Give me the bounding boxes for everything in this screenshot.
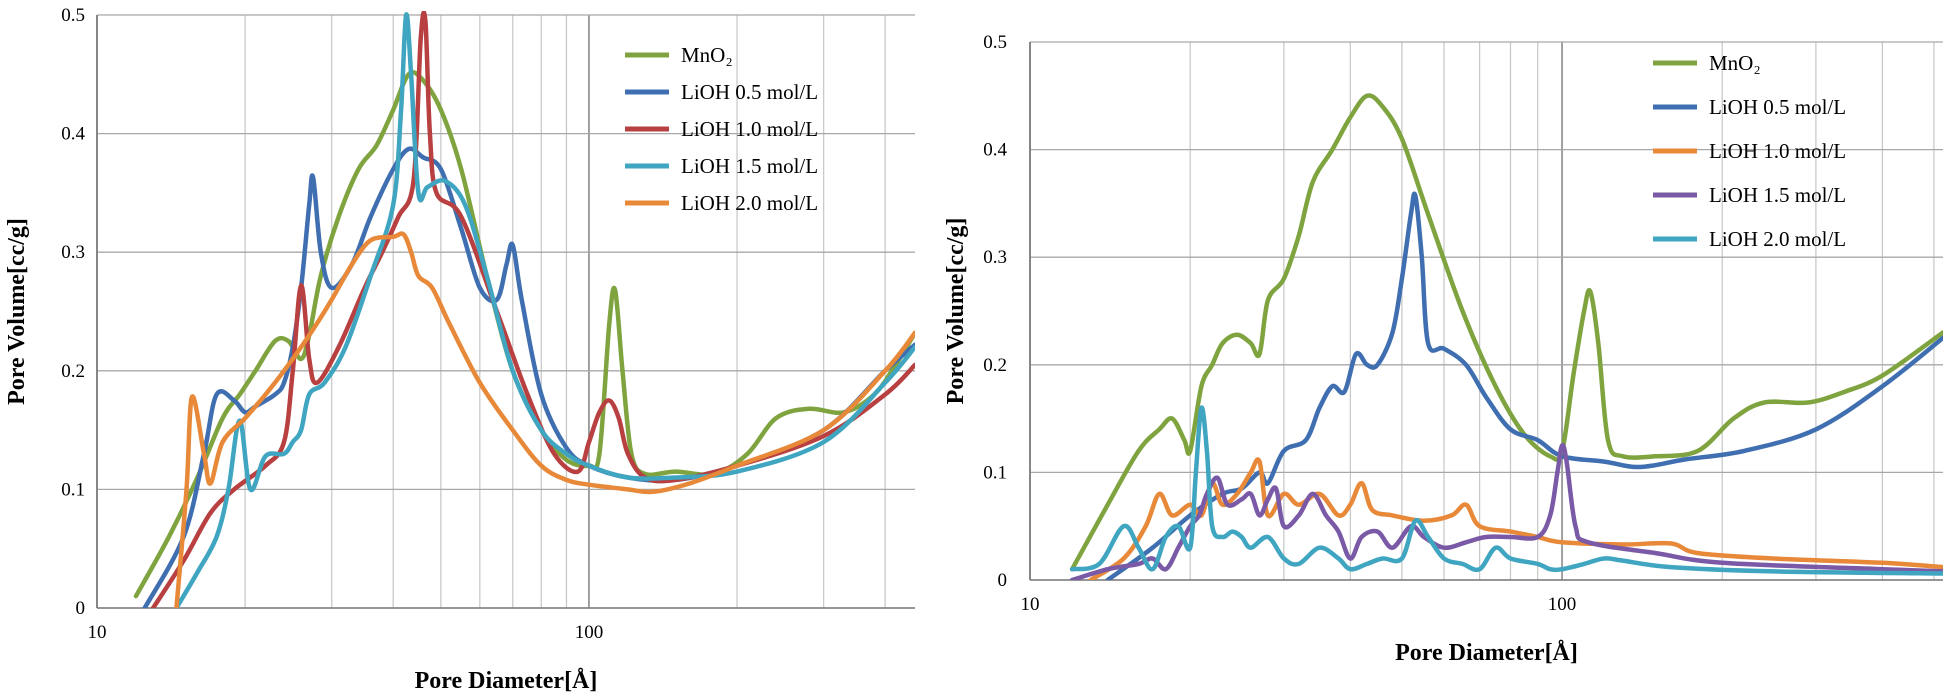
right-legend-label: LiOH 1.5 mol/L (1709, 183, 1846, 207)
right-series-line-3 (1088, 457, 1943, 580)
left-y-tick-label: 0 (76, 598, 86, 619)
right-legend-label: LiOH 2.0 mol/L (1709, 227, 1846, 251)
left-legend-label: LiOH 0.5 mol/L (681, 80, 818, 104)
right-legend-label: LiOH 1.0 mol/L (1709, 139, 1846, 163)
left-series-group (133, 11, 915, 608)
left-series-line-3 (150, 11, 915, 608)
left-legend: MnO₂ LiOH 0.5 mol/L LiOH 1.0 mol/L LiOH 1.5… (625, 43, 818, 215)
right-x-tick-label: 10 (1021, 594, 1040, 615)
left-legend-label: LiOH 1.5 mol/L (681, 154, 818, 178)
left-x-tick-label: 100 (575, 622, 604, 643)
left-legend-label: LiOH 2.0 mol/L (681, 191, 818, 215)
right-y-tick-label: 0.2 (983, 355, 1007, 376)
right-y-axis-title: Pore Volume[cc/g] (943, 218, 969, 405)
left-y-tick-label: 0.1 (61, 479, 85, 500)
left-series-line-2 (142, 146, 915, 608)
left-y-tick-label: 0.5 (61, 5, 85, 26)
left-y-axis-title: Pore Volume[cc/g] (4, 218, 30, 405)
right-chart: 0 0.1 0.2 0.3 0.4 0.5 10 100 Pore Diameter[Å] Por… (943, 32, 1943, 666)
left-legend-label: LiOH 1.0 mol/L (681, 117, 818, 141)
right-legend-label: LiOH 0.5 mol/L (1709, 95, 1846, 119)
right-x-tick-label: 100 (1548, 594, 1577, 615)
right-x-axis-title: Pore Diameter[Å] (1395, 640, 1578, 666)
left-chart: 0 0.1 0.2 0.3 0.4 0.5 10 100 Pore Diameter[Å] Por… (4, 5, 915, 694)
left-y-tick-label: 0.4 (61, 124, 85, 145)
left-legend-label: MnO₂ (681, 43, 733, 67)
right-y-tick-label: 0.1 (983, 462, 1007, 483)
left-x-tick-label: 10 (88, 622, 107, 643)
left-y-tick-label: 0.2 (61, 361, 85, 382)
left-x-axis-title: Pore Diameter[Å] (415, 668, 598, 694)
right-y-tick-label: 0.5 (983, 32, 1007, 53)
right-legend: MnO₂ LiOH 0.5 mol/L LiOH 1.0 mol/L LiOH 1.5… (1653, 51, 1846, 251)
right-y-tick-label: 0.4 (983, 140, 1007, 161)
right-series-line-1 (1069, 93, 1943, 572)
right-series-line-5 (1069, 405, 1943, 576)
left-y-tick-label: 0.3 (61, 242, 85, 263)
left-series-line-4 (174, 12, 915, 608)
right-series-line-4 (1069, 442, 1943, 580)
left-series-line-1 (133, 70, 915, 599)
right-legend-label: MnO₂ (1709, 51, 1761, 75)
right-series-line-2 (1105, 191, 1943, 580)
right-y-tick-label: 0.3 (983, 247, 1007, 268)
left-series-line-5 (174, 231, 915, 608)
right-y-tick-label: 0 (998, 570, 1008, 591)
right-series-group (1069, 93, 1943, 580)
